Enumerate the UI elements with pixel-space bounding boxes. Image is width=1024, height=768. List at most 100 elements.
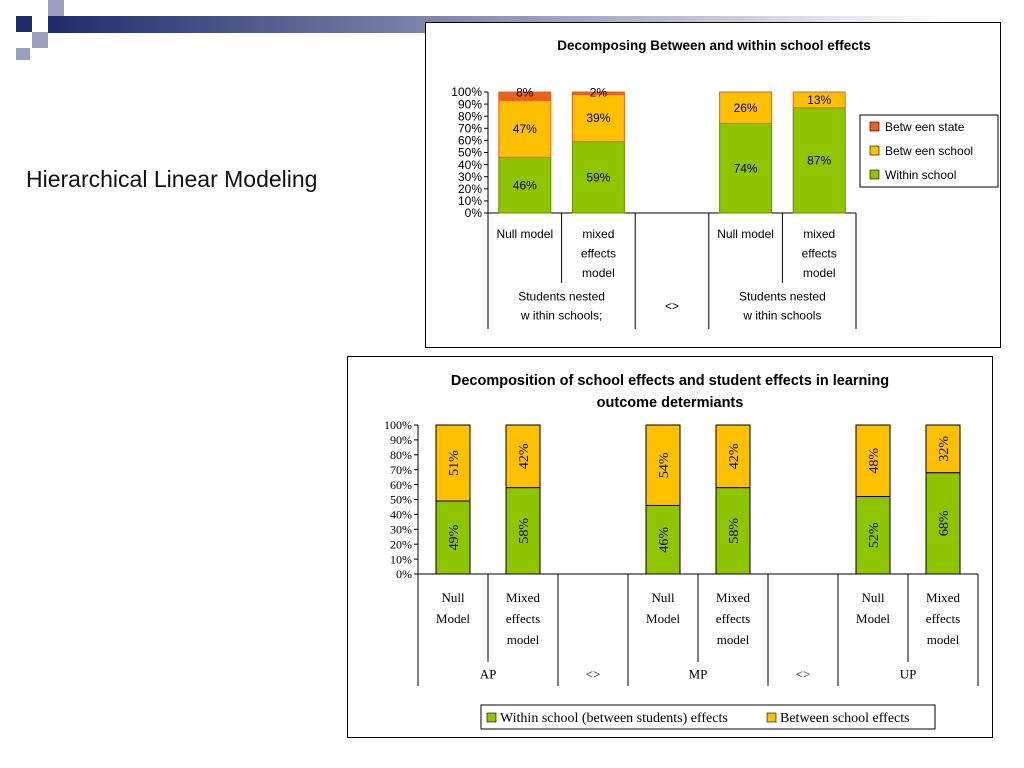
chart2-bar-segment [435, 500, 471, 575]
chart1-category-label: model [803, 266, 836, 280]
chart1-category-label: effects [802, 247, 837, 261]
chart2-data-label: 49% [447, 524, 462, 550]
chart2-category-label: Null [861, 590, 885, 605]
chart2-y-tick-label: 90% [390, 433, 412, 447]
chart2-bar-segment [505, 487, 541, 575]
chart2-data-label: 58% [517, 518, 532, 544]
chart1-legend-swatch [869, 121, 880, 132]
chart1-bar-segment [792, 91, 846, 109]
chart2-legend [480, 704, 936, 730]
chart1-bar-segment [571, 93, 625, 143]
chart2-data-label: 52% [867, 522, 882, 548]
chart1-y-tick-label: 90% [458, 97, 482, 111]
chart-between-within: Decomposing Between and within school ef… [425, 22, 1001, 348]
chart2-legend-label: Between school effects [780, 711, 910, 726]
chart2-category-label: Mixed [716, 590, 750, 605]
chart1-bar-segment [719, 91, 773, 124]
chart-2-svg: Decomposition of school effects and stud… [384, 373, 979, 730]
chart1-y-tick-label: 20% [458, 182, 482, 196]
chart2-y-tick-label: 10% [390, 552, 412, 566]
chart1-y-tick-label: 40% [458, 158, 482, 172]
chart2-group-label: UP [900, 667, 917, 682]
chart1-y-tick-label: 70% [458, 122, 482, 136]
chart2-category-label: Null [441, 590, 465, 605]
chart2-group-label: <> [796, 667, 811, 682]
chart1-y-tick-label: 10% [458, 194, 482, 208]
chart2-y-tick-label: 30% [390, 523, 412, 537]
chart1-group-label: w ithin schools [742, 309, 821, 323]
chart1-bar-segment [571, 141, 625, 214]
chart2-y-tick-label: 0% [396, 567, 412, 581]
slide-title: Hierarchical Linear Modeling [26, 166, 318, 192]
chart2-category-label: effects [926, 611, 960, 626]
chart1-data-label: 47% [513, 122, 537, 136]
chart1-legend-label: Within school [885, 168, 956, 182]
chart2-category-label: Model [646, 611, 680, 626]
chart1-group-label: w ithin schools; [520, 309, 602, 323]
chart1-y-tick-label: 100% [451, 85, 482, 99]
chart1-group-label: Students nested [739, 290, 826, 304]
chart2-y-tick-label: 70% [390, 463, 412, 477]
chart2-category-label: model [507, 632, 540, 647]
chart2-bar-segment [645, 504, 681, 575]
chart2-category-label: Model [436, 611, 470, 626]
chart2-category-label: Mixed [926, 590, 960, 605]
chart2-category-label: model [717, 632, 750, 647]
chart2-category-label: Null [651, 590, 675, 605]
chart2-category-label: effects [716, 611, 750, 626]
deco-square-2 [48, 0, 64, 16]
chart2-data-label: 68% [937, 510, 952, 536]
deco-square-3 [32, 32, 48, 48]
chart2-data-label: 42% [517, 443, 532, 469]
chart1-category-label: model [582, 266, 615, 280]
chart1-bar-segment [498, 91, 552, 101]
chart-school-student-effects: Decomposition of school effects and stud… [347, 356, 993, 738]
chart2-bar-segment [855, 496, 891, 575]
chart2-group-label: <> [586, 667, 601, 682]
chart2-bar-segment [435, 424, 471, 502]
chart2-bar-segment [925, 424, 961, 474]
chart1-group-label: <> [665, 299, 679, 313]
chart2-legend-swatch [766, 712, 777, 723]
chart1-legend [859, 114, 999, 188]
chart1-category-label: mixed [803, 227, 835, 241]
chart1-legend-label: Betw een state [885, 120, 965, 134]
chart1-data-label: 39% [586, 111, 610, 125]
chart1-data-label: 59% [586, 171, 610, 185]
chart1-title: Decomposing Between and within school ef… [557, 38, 871, 53]
chart2-bar-segment [505, 424, 541, 489]
chart1-data-label: 46% [513, 178, 537, 192]
chart2-legend-swatch [486, 712, 497, 723]
chart2-category-label: effects [506, 611, 540, 626]
chart2-data-label: 42% [727, 443, 742, 469]
chart1-bar-segment [498, 99, 552, 158]
chart2-data-label: 48% [867, 448, 882, 474]
chart1-data-label: 13% [807, 93, 831, 107]
chart1-data-label: 26% [734, 101, 758, 115]
chart2-group-label: MP [689, 667, 708, 682]
chart2-title: Decomposition of school effects and stud… [451, 373, 889, 389]
chart1-category-label: Null model [496, 227, 553, 241]
chart1-y-tick-label: 50% [458, 146, 482, 160]
chart2-category-label: model [927, 632, 960, 647]
chart2-legend-label: Within school (between students) effects [500, 711, 728, 726]
chart1-group-label: Students nested [518, 290, 605, 304]
chart2-y-tick-label: 20% [390, 537, 412, 551]
chart2-data-label: 32% [937, 436, 952, 462]
chart1-legend-label: Betw een school [885, 144, 973, 158]
chart1-legend-swatch [869, 145, 880, 156]
chart1-data-label: 8% [516, 85, 534, 99]
chart1-category-label: effects [581, 247, 616, 261]
chart1-bar-segment [571, 91, 625, 95]
chart2-y-tick-label: 40% [390, 508, 412, 522]
chart1-y-tick-label: 30% [458, 170, 482, 184]
chart1-y-tick-label: 0% [465, 206, 483, 220]
chart1-y-tick-label: 60% [458, 134, 482, 148]
deco-square-4 [16, 48, 30, 60]
chart2-bar-segment [855, 424, 891, 498]
chart2-y-tick-label: 60% [390, 478, 412, 492]
chart2-category-label: Model [856, 611, 890, 626]
chart1-category-label: Null model [717, 227, 774, 241]
chart2-data-label: 54% [657, 452, 672, 478]
chart2-y-tick-label: 50% [390, 493, 412, 507]
